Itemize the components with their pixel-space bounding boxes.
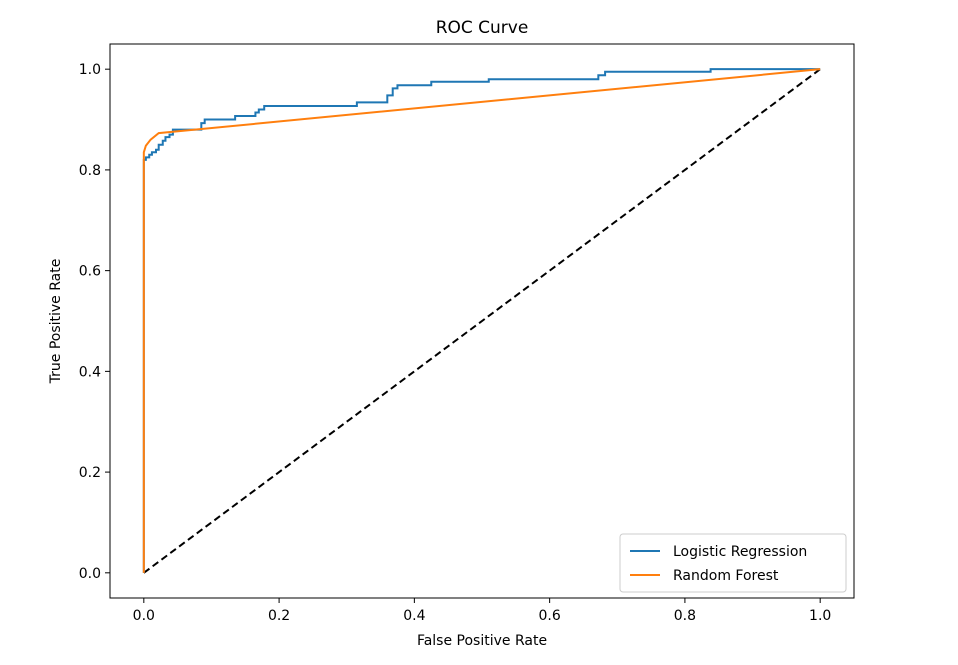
y-tick-label: 1.0 [79, 62, 101, 78]
legend-label-logistic-regression: Logistic Regression [673, 544, 807, 560]
series-line-logistic-regression [142, 68, 821, 573]
diagonal-reference-line [143, 68, 821, 574]
y-tick-label: 0.0 [79, 566, 101, 582]
legend-label-random-forest: Random Forest [673, 568, 779, 584]
x-tick-label: 0.6 [539, 608, 561, 624]
x-tick-label: 0.4 [403, 608, 425, 624]
chart-title: ROC Curve [436, 18, 529, 38]
y-tick-label: 0.2 [79, 465, 101, 481]
y-tick-label: 0.6 [79, 264, 101, 280]
x-tick-label: 0.8 [674, 608, 696, 624]
x-axis-label: False Positive Rate [417, 633, 547, 649]
y-tick-label: 0.4 [79, 364, 101, 380]
axis-ticks: 0.0 0.2 0.4 0.6 0.8 1.0 0.0 0.2 0.4 0.6 0.8 1.0 [79, 62, 832, 624]
x-tick-label: 1.0 [809, 608, 831, 624]
y-tick-label: 0.8 [79, 163, 101, 179]
x-tick-label: 0.2 [268, 608, 290, 624]
series-line-random-forest [142, 68, 821, 573]
plot-frame [109, 43, 855, 599]
plot-area [142, 68, 821, 574]
y-axis-label: True Positive Rate [48, 259, 64, 385]
legend-box [619, 533, 847, 593]
x-tick-label: 0.0 [133, 608, 155, 624]
legend: Logistic Regression Random Forest [619, 533, 847, 593]
